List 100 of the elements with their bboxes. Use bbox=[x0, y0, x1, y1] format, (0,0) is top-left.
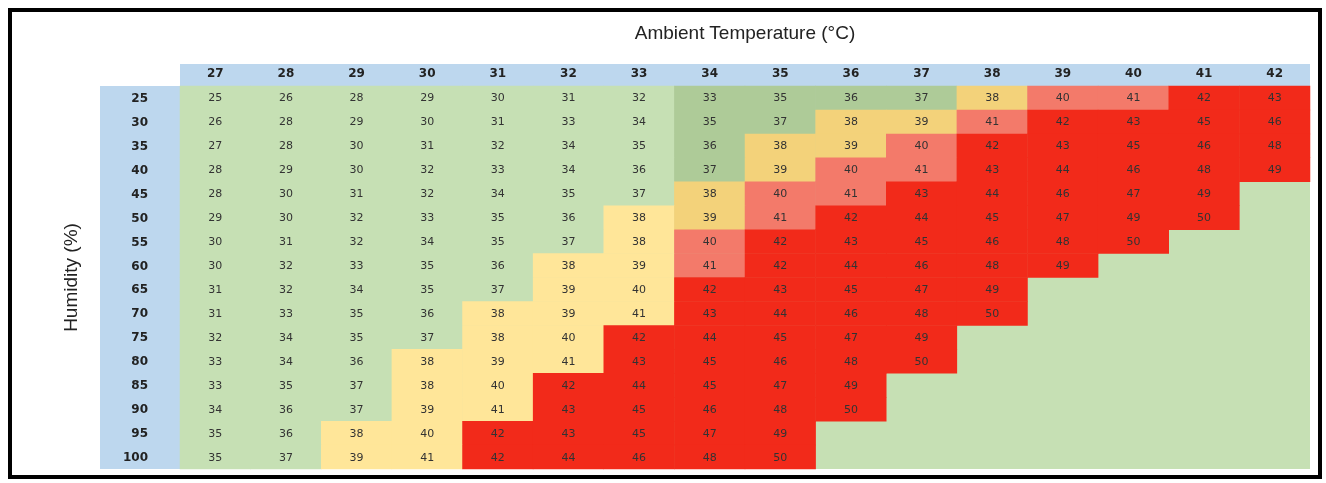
x-tick-label: 40 bbox=[1125, 66, 1142, 80]
data-label: 37 bbox=[914, 91, 929, 105]
x-tick-label: 36 bbox=[842, 66, 860, 80]
data-label: 47 bbox=[843, 330, 858, 344]
data-label: 43 bbox=[773, 282, 788, 296]
data-label: 46 bbox=[1267, 115, 1282, 129]
data-label: 28 bbox=[208, 163, 223, 177]
data-label: 50 bbox=[843, 402, 858, 416]
data-label: 26 bbox=[208, 115, 223, 129]
data-label: 33 bbox=[349, 259, 364, 273]
data-label: 50 bbox=[773, 450, 788, 464]
data-label: 31 bbox=[208, 306, 223, 320]
data-label: 33 bbox=[208, 354, 223, 368]
data-label: 32 bbox=[349, 211, 364, 225]
data-label: 32 bbox=[278, 282, 293, 296]
data-label: 40 bbox=[773, 187, 788, 201]
data-label: 35 bbox=[208, 450, 223, 464]
data-label: 46 bbox=[632, 450, 647, 464]
data-label: 43 bbox=[985, 163, 1000, 177]
data-label: 32 bbox=[490, 139, 505, 153]
data-label: 33 bbox=[278, 306, 293, 320]
data-label: 36 bbox=[843, 91, 858, 105]
x-tick-label: 27 bbox=[206, 66, 224, 80]
data-label: 46 bbox=[702, 402, 717, 416]
data-label: 29 bbox=[349, 115, 364, 129]
data-label: 32 bbox=[632, 91, 647, 105]
data-label: 46 bbox=[843, 306, 858, 320]
data-label: 38 bbox=[702, 187, 717, 201]
data-label: 42 bbox=[773, 259, 788, 273]
data-label: 25 bbox=[208, 91, 223, 105]
data-label: 30 bbox=[208, 235, 223, 249]
data-label: 41 bbox=[420, 450, 435, 464]
data-label: 44 bbox=[843, 259, 858, 273]
x-tick-label: 34 bbox=[701, 66, 719, 80]
data-label: 49 bbox=[914, 330, 929, 344]
data-label: 34 bbox=[278, 330, 293, 344]
data-label: 50 bbox=[914, 354, 929, 368]
data-label: 28 bbox=[349, 91, 364, 105]
data-label: 36 bbox=[278, 402, 293, 416]
data-label: 43 bbox=[1126, 115, 1141, 129]
data-label: 36 bbox=[702, 139, 717, 153]
data-label: 35 bbox=[632, 139, 647, 153]
x-tick-label: 42 bbox=[1266, 66, 1284, 80]
data-label: 50 bbox=[1197, 211, 1212, 225]
data-label: 32 bbox=[420, 163, 435, 177]
data-label: 36 bbox=[561, 211, 576, 225]
data-label: 32 bbox=[420, 187, 435, 201]
data-label: 37 bbox=[420, 330, 435, 344]
y-tick-label: 100 bbox=[122, 450, 148, 465]
x-tick-label: 37 bbox=[913, 66, 930, 80]
x-tick-label: 31 bbox=[489, 66, 507, 80]
data-label: 44 bbox=[773, 306, 788, 320]
data-label: 39 bbox=[561, 282, 576, 296]
x-tick-label: 39 bbox=[1054, 66, 1072, 80]
data-label: 36 bbox=[490, 259, 505, 273]
data-label: 30 bbox=[349, 139, 364, 153]
data-label: 38 bbox=[490, 330, 505, 344]
x-tick-label: 30 bbox=[418, 66, 436, 80]
data-label: 41 bbox=[1126, 91, 1141, 105]
data-label: 48 bbox=[773, 402, 788, 416]
data-label: 36 bbox=[632, 163, 647, 177]
data-label: 35 bbox=[208, 426, 223, 440]
data-label: 38 bbox=[632, 211, 647, 225]
data-label: 39 bbox=[843, 139, 858, 153]
data-label: 34 bbox=[561, 163, 576, 177]
data-label: 44 bbox=[914, 211, 929, 225]
data-label: 40 bbox=[702, 235, 717, 249]
data-label: 46 bbox=[1197, 139, 1212, 153]
data-label: 41 bbox=[632, 306, 647, 320]
data-label: 46 bbox=[914, 259, 929, 273]
data-label: 29 bbox=[208, 211, 223, 225]
data-label: 43 bbox=[561, 402, 576, 416]
data-label: 39 bbox=[420, 402, 435, 416]
y-tick-label: 95 bbox=[131, 426, 148, 441]
y-tick-label: 30 bbox=[131, 114, 148, 129]
data-label: 48 bbox=[914, 306, 929, 320]
data-label: 37 bbox=[349, 378, 364, 392]
y-tick-label: 70 bbox=[131, 306, 148, 321]
data-label: 39 bbox=[349, 450, 364, 464]
y-tick-label: 80 bbox=[131, 354, 148, 369]
data-label: 44 bbox=[985, 187, 1000, 201]
x-axis-title: Ambient Temperature (°C) bbox=[634, 22, 856, 43]
data-label: 33 bbox=[561, 115, 576, 129]
data-label: 28 bbox=[278, 139, 293, 153]
data-label: 48 bbox=[843, 354, 858, 368]
data-label: 42 bbox=[490, 426, 505, 440]
data-label: 33 bbox=[490, 163, 505, 177]
data-label: 45 bbox=[843, 282, 858, 296]
data-label: 48 bbox=[1267, 139, 1282, 153]
data-label: 43 bbox=[702, 306, 717, 320]
data-label: 31 bbox=[349, 187, 364, 201]
data-label: 43 bbox=[1055, 139, 1070, 153]
data-label: 49 bbox=[1055, 259, 1070, 273]
data-label: 33 bbox=[702, 91, 717, 105]
data-label: 38 bbox=[985, 91, 1000, 105]
data-label: 37 bbox=[773, 115, 788, 129]
data-label: 41 bbox=[773, 211, 788, 225]
y-tick-label: 75 bbox=[131, 330, 148, 345]
data-label: 37 bbox=[278, 450, 293, 464]
data-label: 34 bbox=[561, 139, 576, 153]
